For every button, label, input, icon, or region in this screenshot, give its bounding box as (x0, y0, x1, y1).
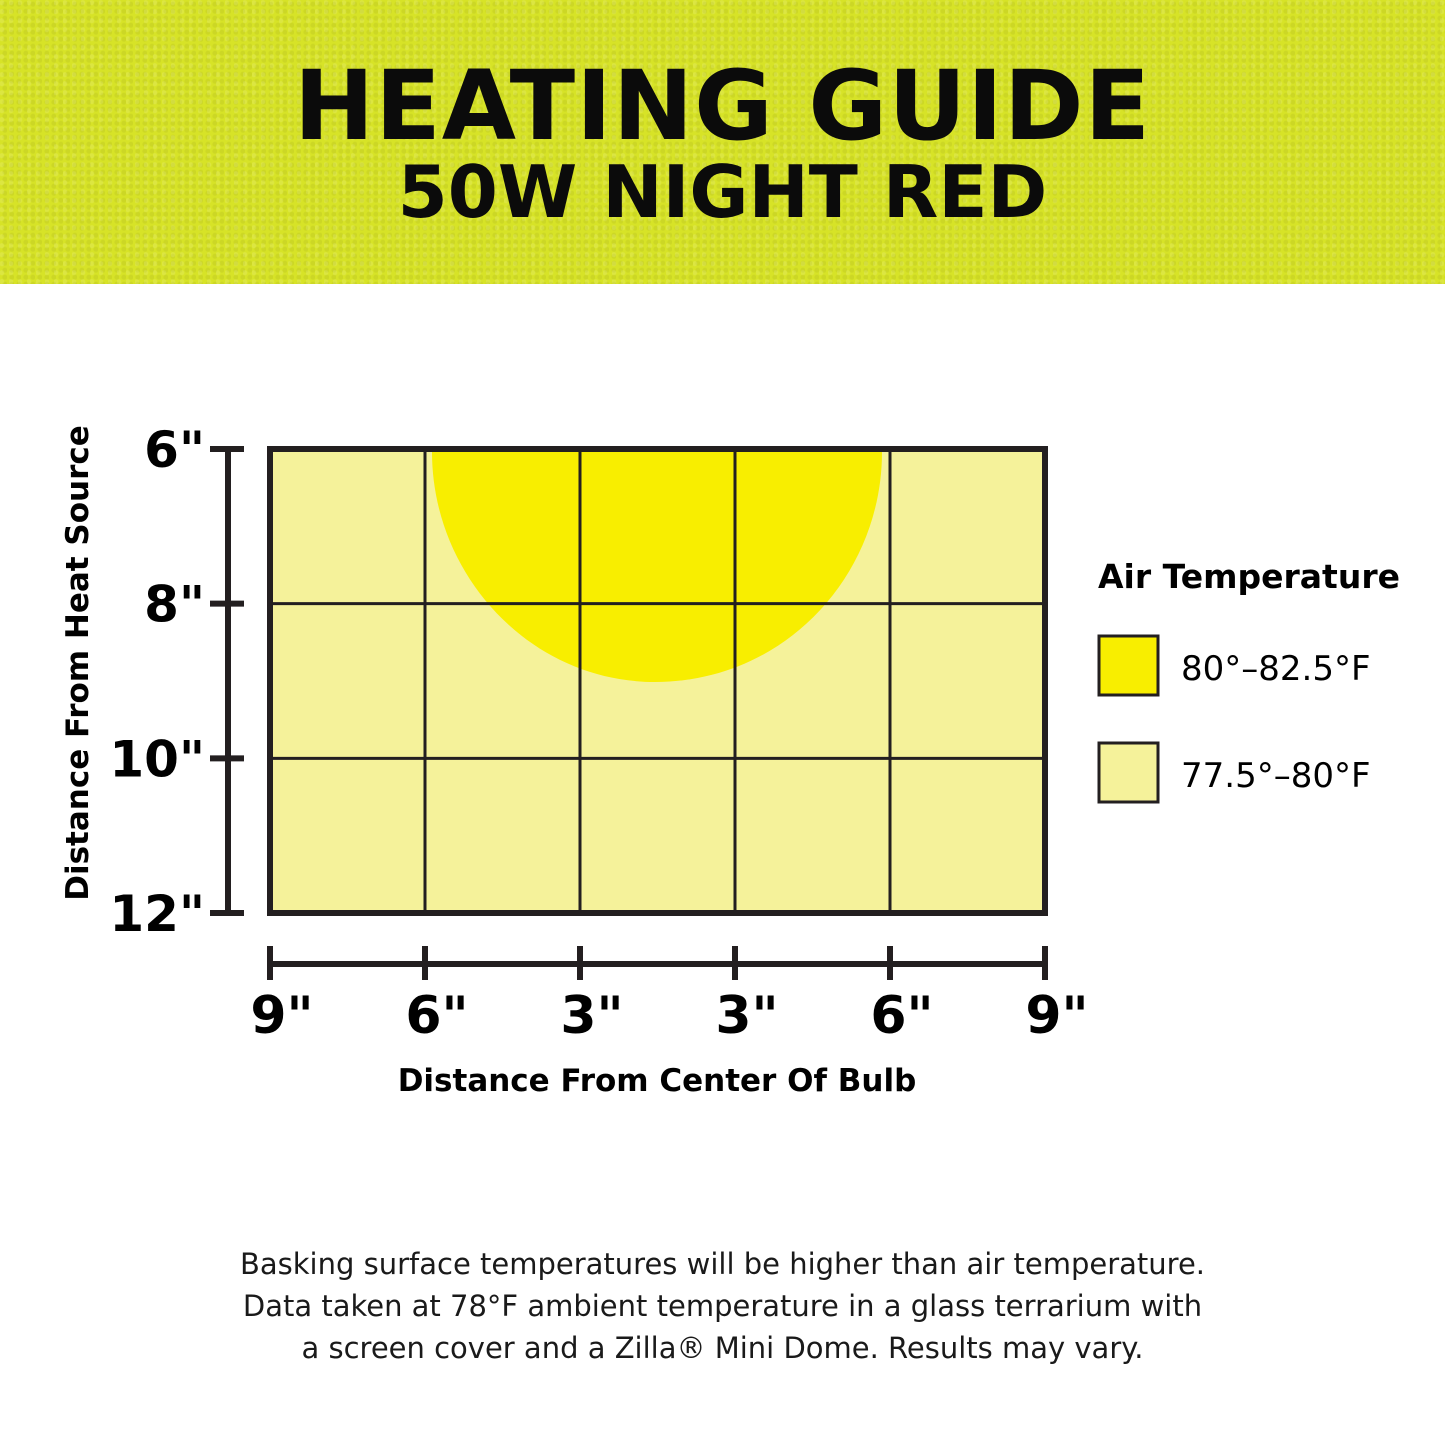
x-tick-label: 6" (405, 986, 468, 1046)
x-tick-label: 6" (870, 986, 933, 1046)
x-axis (267, 946, 1048, 980)
plot-border (267, 446, 1048, 916)
footnote-line: Data taken at 78°F ambient temperature i… (242, 1289, 1203, 1323)
y-axis (210, 446, 244, 916)
x-axis-label: Distance From Center Of Bulb (398, 1063, 917, 1099)
y-tick-label: 8" (144, 576, 205, 634)
legend-label-hot: 80°–82.5°F (1181, 649, 1371, 689)
hot-zone (432, 452, 882, 682)
header-banner (0, 0, 1445, 284)
y-tick-label: 6" (144, 421, 205, 479)
y-axis-label: Distance From Heat Source (60, 425, 96, 901)
x-tick-label: 3" (560, 986, 623, 1046)
footnote: Basking surface temperatures will be hig… (0, 1243, 1445, 1369)
x-tick-label: 9" (1025, 986, 1088, 1046)
y-tick-label: 12" (109, 885, 205, 943)
x-tick-label: 9" (250, 986, 313, 1046)
page-subtitle: 50W NIGHT RED (397, 150, 1048, 234)
legend-label-warm: 77.5°–80°F (1181, 756, 1371, 796)
x-tick-label: 3" (715, 986, 778, 1046)
grid (270, 449, 1045, 913)
footnote-line: a screen cover and a Zilla® Mini Dome. R… (301, 1331, 1144, 1365)
legend-swatch-warm (1097, 741, 1160, 804)
page-title: HEATING GUIDE (293, 50, 1152, 162)
y-tick-label: 10" (109, 730, 205, 788)
legend-title: Air Temperature (1098, 557, 1400, 596)
legend-swatch-hot (1097, 634, 1160, 697)
footnote-line: Basking surface temperatures will be hig… (239, 1247, 1205, 1281)
